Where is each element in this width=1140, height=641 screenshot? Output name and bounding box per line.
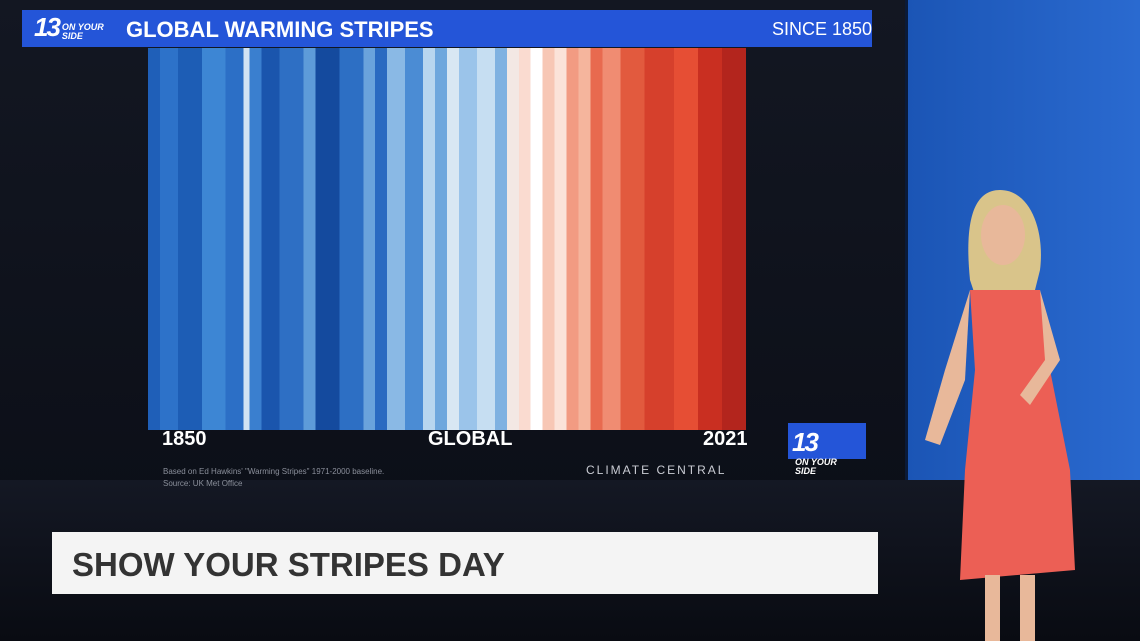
headline: SHOW YOUR STRIPES DAY xyxy=(72,546,505,583)
logo: 13ON YOUR SIDE xyxy=(788,423,866,476)
arm xyxy=(925,290,970,445)
leg xyxy=(1020,575,1035,641)
leg xyxy=(985,575,1000,641)
logo-text: ON YOUR SIDE xyxy=(795,457,837,476)
lower-third: SHOW YOUR STRIPES DAY xyxy=(52,532,878,594)
logo-number: 13 xyxy=(792,427,819,457)
presenter xyxy=(925,190,1075,641)
end-label: 2021 xyxy=(703,428,748,450)
header-title: GLOBAL WARMING STRIPES xyxy=(126,17,434,42)
center-label: GLOBAL xyxy=(428,428,513,450)
logo-text: ON YOUR SIDE xyxy=(61,21,104,41)
credit: CLIMATE CENTRAL xyxy=(586,463,727,477)
source: Source: UK Met Office xyxy=(163,479,243,488)
dress xyxy=(960,290,1075,580)
header-bar: 13 ON YOUR SIDE xyxy=(22,10,872,47)
note: Based on Ed Hawkins' "Warming Stripes" 1… xyxy=(163,467,385,476)
warming-stripes xyxy=(148,48,746,430)
header-subtitle: SINCE 1850 xyxy=(772,19,873,39)
start-label: 1850 xyxy=(162,428,207,450)
arm xyxy=(1020,290,1060,405)
logo-number: 13 xyxy=(34,12,61,42)
face xyxy=(981,205,1025,265)
